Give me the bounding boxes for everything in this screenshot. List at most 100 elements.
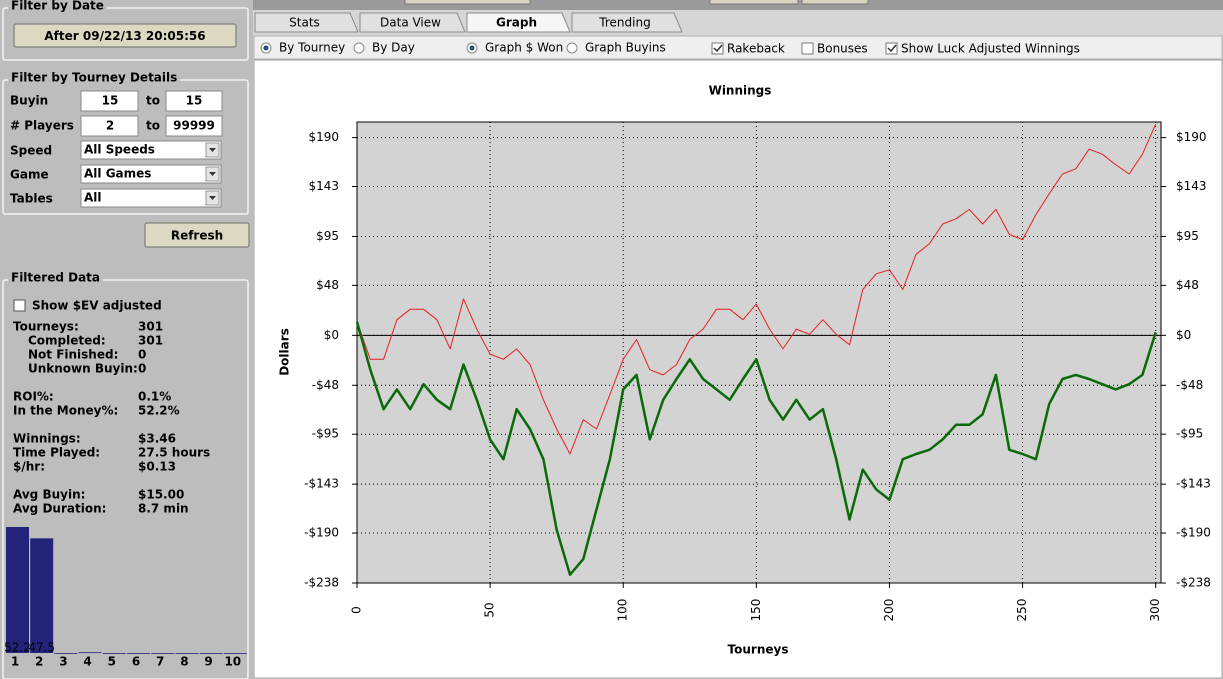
stat-label: Winnings:: [13, 432, 81, 446]
plot-area: [356, 121, 1162, 584]
tab[interactable]: [466, 12, 571, 33]
top-button[interactable]: [801, 0, 869, 5]
stat-label: Not Finished:: [28, 348, 118, 362]
text-input[interactable]: [80, 115, 139, 137]
top-strip: [253, 0, 1223, 10]
stat-label: Tourneys:: [13, 320, 79, 334]
stat-value: 0.1%: [138, 390, 171, 404]
radio-label[interactable]: By Day: [372, 41, 415, 55]
button-label[interactable]: After 09/22/13 20:05:56: [44, 29, 205, 43]
text-input[interactable]: [165, 115, 223, 137]
text-input[interactable]: [165, 90, 223, 112]
checkbox-label[interactable]: Show Luck Adjusted Winnings: [901, 42, 1080, 56]
mini-bar: [175, 653, 199, 654]
group-title-bg: [8, 277, 104, 281]
y-axis-title: Dollars: [278, 328, 292, 376]
field-label: # Players: [10, 119, 74, 133]
button[interactable]: [144, 222, 250, 248]
mini-category: 1: [11, 655, 19, 669]
y2-tick-label: $48: [1176, 278, 1199, 292]
stat-value: 0: [138, 362, 146, 376]
checkbox[interactable]: [13, 299, 26, 312]
group-title: Filter by Tourney Details: [11, 71, 177, 85]
mini-bar: [102, 653, 126, 654]
tab[interactable]: [254, 12, 359, 33]
y2-tick-label: -$95: [1176, 427, 1203, 441]
dropdown[interactable]: [80, 140, 222, 160]
dropdown-value: All Games: [84, 167, 151, 181]
check-mark: [713, 44, 723, 53]
x-tick-label: 250: [1015, 599, 1029, 622]
mini-bar: [223, 653, 247, 654]
button-label[interactable]: Refresh: [171, 229, 223, 243]
stat-value: 0: [138, 348, 146, 362]
mini-bar: [78, 652, 102, 654]
stat-label: ROI%:: [13, 390, 54, 404]
to-label: to: [146, 119, 160, 133]
radio-label[interactable]: By Tourney: [279, 41, 345, 55]
checkbox[interactable]: [885, 42, 898, 55]
field-label: Speed: [10, 144, 52, 158]
mini-category: 5: [108, 655, 116, 669]
y-tick-label: -$95: [312, 427, 339, 441]
radio-button[interactable]: [566, 42, 578, 54]
stat-label: Avg Duration:: [13, 502, 106, 516]
group-title-bg: [8, 77, 181, 81]
to-label: to: [146, 94, 160, 108]
text-input[interactable]: [80, 90, 139, 112]
tab-label[interactable]: Stats: [289, 16, 320, 30]
mini-category: 3: [59, 655, 67, 669]
mini-bar: [151, 653, 175, 654]
x-tick-label: 100: [616, 599, 630, 622]
checkbox-label[interactable]: Rakeback: [727, 42, 785, 56]
y-tick-label: $95: [316, 229, 339, 243]
mini-category: 9: [204, 655, 212, 669]
checkbox[interactable]: [711, 42, 724, 55]
checkbox-label: Show $EV adjusted: [32, 299, 162, 313]
y-tick-label: -$190: [304, 526, 339, 540]
input-value: 15: [102, 94, 119, 108]
top-button[interactable]: [404, 0, 531, 5]
tab[interactable]: [359, 12, 466, 33]
mini-bar-label: 52.2: [4, 641, 31, 655]
dropdown-arrow: [209, 148, 216, 152]
input-value: 15: [186, 94, 203, 108]
y2-tick-label: -$48: [1176, 378, 1203, 392]
checkbox-label[interactable]: Bonuses: [817, 42, 868, 56]
group-title: Filter by Date: [11, 0, 104, 13]
dropdown[interactable]: [80, 188, 222, 208]
dropdown-arrow: [209, 196, 216, 200]
dropdown[interactable]: [80, 164, 222, 184]
radio-button[interactable]: [353, 42, 365, 54]
stat-label: In the Money%:: [13, 404, 118, 418]
y2-tick-label: $143: [1176, 179, 1207, 193]
tab-label[interactable]: Data View: [380, 16, 441, 30]
y-tick-label: $190: [308, 130, 339, 144]
button[interactable]: [13, 23, 237, 48]
radio-label[interactable]: Graph $ Won: [485, 41, 563, 55]
series-line: [355, 321, 1157, 576]
check-mark: [887, 44, 897, 53]
y-tick-label: $48: [316, 278, 339, 292]
stat-value: 52.2%: [138, 404, 180, 418]
tab[interactable]: [571, 12, 683, 33]
x-tick-label: 0: [350, 606, 364, 614]
dropdown-value: All Speeds: [84, 143, 155, 157]
tab-label[interactable]: Graph: [496, 16, 537, 30]
stat-value: 301: [138, 334, 163, 348]
top-button[interactable]: [709, 0, 799, 5]
mini-bar: [30, 538, 54, 653]
radio-label[interactable]: Graph Buyins: [585, 41, 666, 55]
y-tick-label: -$48: [312, 378, 339, 392]
input-value: 2: [106, 119, 114, 133]
mini-bar-label: 47.5: [28, 641, 55, 655]
x-tick-label: 300: [1148, 599, 1162, 622]
tab-label[interactable]: Trending: [598, 16, 650, 30]
y2-tick-label: -$143: [1176, 477, 1211, 491]
group-title-bg: [8, 5, 107, 9]
field-label: Tables: [10, 192, 53, 206]
mini-bar: [199, 653, 223, 654]
stat-value: 301: [138, 320, 163, 334]
checkbox[interactable]: [801, 42, 814, 55]
